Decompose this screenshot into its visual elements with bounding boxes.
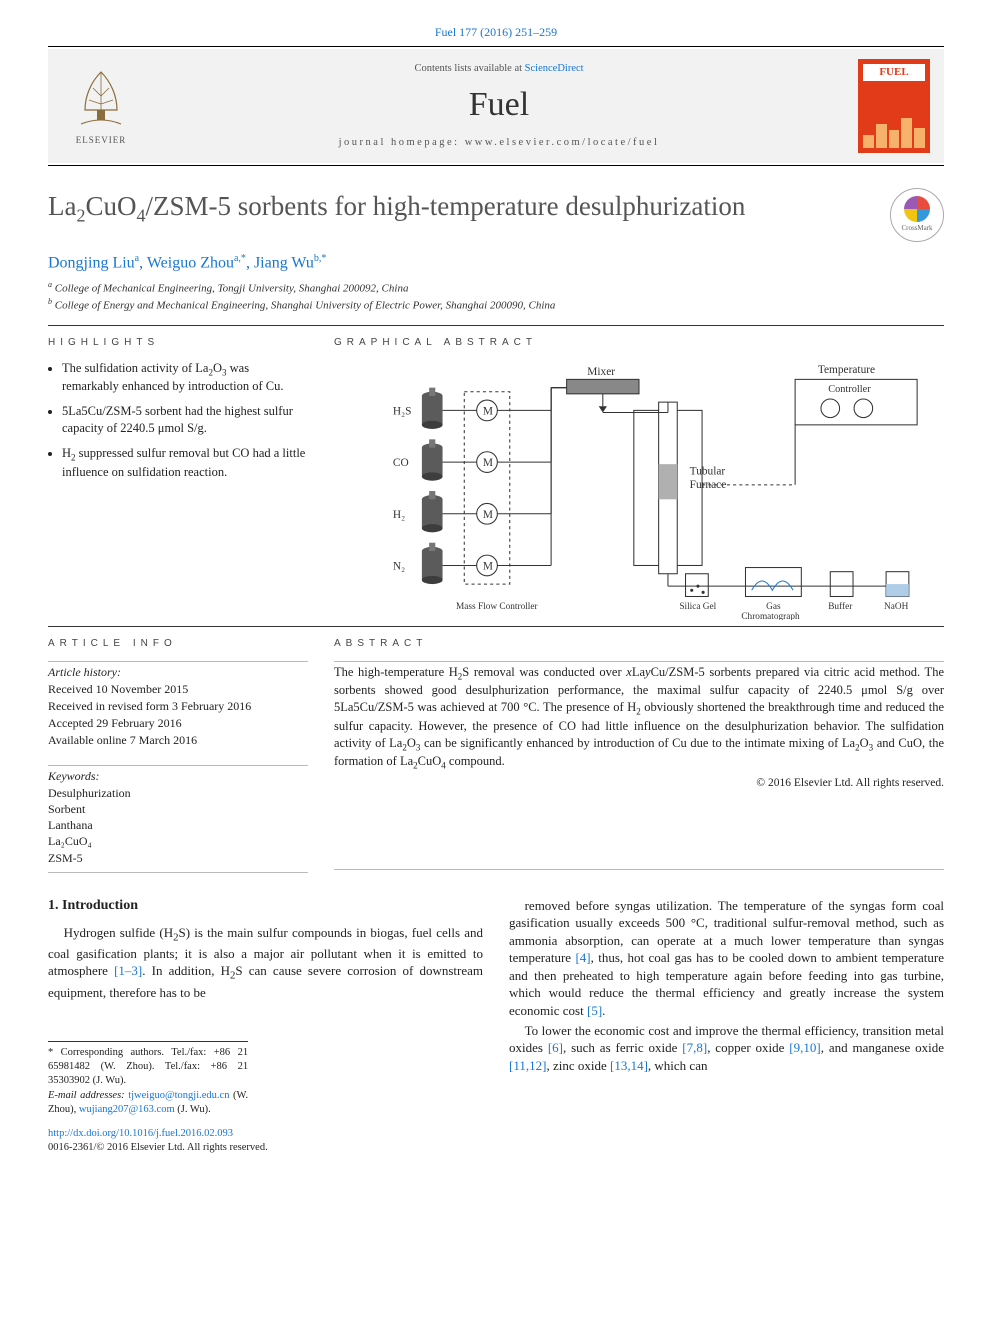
abstract-copyright: © 2016 Elsevier Ltd. All rights reserved… [334,776,944,792]
doi-line: http://dx.doi.org/10.1016/j.fuel.2016.02… [48,1127,944,1141]
contents-available: Contents lists available at ScienceDirec… [154,62,844,76]
corresponding-footnote: * Corresponding authors. Tel./fax: +86 2… [48,1041,248,1117]
email-link-1[interactable]: tjweiguo@tongji.edu.cn [128,1090,229,1101]
author-list: Dongjing Liua, Weiguo Zhoua,*, Jiang Wub… [48,252,944,274]
abstract-heading: ABSTRACT [334,637,944,651]
affiliation-list: a College of Mechanical Engineering, Ton… [48,280,944,313]
article-info-heading: ARTICLE INFO [48,637,308,651]
email-link-2[interactable]: wujiang207@163.com [79,1104,175,1115]
intro-para-1: Hydrogen sulfide (H2S) is the main sulfu… [48,924,483,1002]
svg-text:NaOH: NaOH [884,602,909,612]
svg-text:Gas: Gas [766,602,781,612]
rule-under-header [48,165,944,166]
abstract-text: The high-temperature H2S removal was con… [334,664,944,772]
section-1-heading: 1. Introduction [48,897,483,916]
intro-para-2: removed before syngas utilization. The t… [509,897,944,1020]
intro-para-3: To lower the economic cost and improve t… [509,1022,944,1075]
highlights-list: The sulfidation activity of La2O3 was re… [48,360,308,481]
rule-mid [48,626,944,627]
svg-text:M: M [483,509,493,521]
svg-text:Chromatograph: Chromatograph [741,612,800,620]
elsevier-logo: ELSEVIER [62,62,140,150]
article-history: Article history: Received 10 November 20… [48,664,308,749]
furnace-label: Tubular [690,465,726,477]
graphical-abstract-heading: GRAPHICAL ABSTRACT [334,336,944,350]
journal-cover-thumb: FUEL [858,59,930,153]
svg-text:Temperature: Temperature [818,364,875,376]
svg-text:M: M [483,560,493,572]
svg-text:M: M [483,457,493,469]
crossmark-badge[interactable]: CrossMark [890,188,944,242]
article-title: La2CuO4/ZSM-5 sorbents for high-temperat… [48,188,878,228]
highlights-heading: HIGHLIGHTS [48,336,308,350]
svg-text:N₂: N₂ [393,560,405,572]
svg-text:Buffer: Buffer [828,601,853,612]
citation-line: Fuel 177 (2016) 251–259 [48,24,944,40]
svg-text:M: M [483,405,493,417]
svg-text:CO: CO [393,457,409,469]
doi-link[interactable]: http://dx.doi.org/10.1016/j.fuel.2016.02… [48,1128,233,1139]
graphical-abstract-diagram: H₂S CO H₂ N₂ M M M [334,360,944,620]
svg-text:H₂: H₂ [393,509,405,521]
rule-info-1 [48,661,308,662]
journal-homepage: journal homepage: www.elsevier.com/locat… [154,136,844,150]
keywords-block: Keywords: DesulphurizationSorbentLanthan… [48,765,308,873]
article-body: 1. Introduction Hydrogen sulfide (H2S) i… [48,897,944,1117]
journal-header: ELSEVIER Contents lists available at Sci… [48,49,944,163]
sciencedirect-link[interactable]: ScienceDirect [525,63,584,74]
svg-text:Silica Gel: Silica Gel [679,602,716,612]
journal-name: Fuel [154,82,844,128]
rule-top [48,46,944,47]
rule-under-affil [48,325,944,326]
publisher-name: ELSEVIER [76,134,127,146]
rule-abs-2 [334,869,944,870]
rule-abs-1 [334,661,944,662]
svg-text:H₂S: H₂S [393,405,411,417]
svg-text:Controller: Controller [828,383,871,394]
svg-text:Mass Flow Controller: Mass Flow Controller [456,602,539,612]
issn-copyright: 0016-2361/© 2016 Elsevier Ltd. All right… [48,1141,944,1155]
svg-text:Mixer: Mixer [587,366,615,378]
